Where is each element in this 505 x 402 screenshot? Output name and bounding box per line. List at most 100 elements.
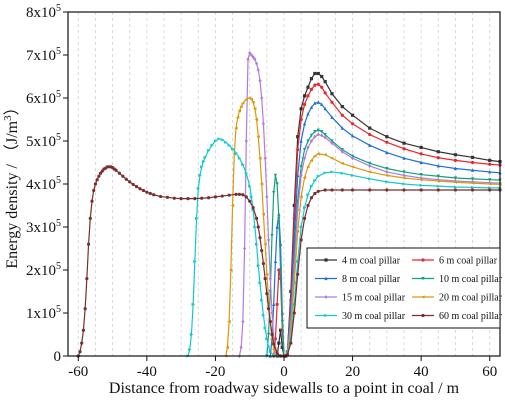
data-point [306,165,310,169]
data-point [309,133,314,138]
data-point [316,189,320,193]
data-point [340,161,344,165]
data-point [368,132,372,137]
x-axis-title: Distance from roadway sidewalls to a poi… [109,380,460,397]
data-point [350,122,355,126]
y-axis-title-end: ） [3,99,21,115]
data-point [313,178,317,183]
data-point [470,181,475,185]
data-point [265,292,269,296]
data-point [299,173,303,178]
data-point [234,126,238,130]
data-point [323,91,327,95]
data-point [316,132,320,137]
data-point [263,277,267,281]
data-point [313,191,317,196]
data-point [368,177,372,181]
data-point [350,133,355,138]
series-6 [223,96,502,358]
data-point [453,176,458,180]
data-point [260,298,264,302]
y-tick-label: 8x105 [26,3,61,21]
data-point [384,173,389,177]
data-point [299,225,304,229]
data-point [488,178,492,182]
data-point [152,193,156,197]
data-point [145,190,149,194]
data-point [179,197,183,201]
data-point [320,102,324,107]
data-point [241,193,245,197]
data-point [296,173,300,177]
data-point [302,156,307,161]
x-tick-label: 40 [414,364,429,380]
data-point [309,139,314,143]
data-point [258,156,262,160]
data-point [244,139,248,143]
data-point [253,57,257,62]
data-point [271,347,276,352]
data-point [320,129,324,134]
data-point [453,185,458,189]
data-point [78,350,82,354]
data-point [419,183,424,187]
data-point [323,188,327,192]
data-point [488,169,492,174]
data-point [330,141,334,146]
data-point [93,182,98,186]
data-point [313,83,317,87]
data-point [158,194,163,199]
y-tick-label: 1x105 [26,304,61,322]
data-point [296,135,300,139]
data-point [470,160,475,165]
data-point [114,168,118,172]
data-point [402,147,406,151]
data-point [213,139,218,143]
data-point [330,156,334,160]
data-point [237,192,242,196]
data-point [306,139,310,143]
data-point [234,192,238,196]
data-point [268,276,272,281]
data-point [198,173,202,177]
data-point [296,272,300,276]
data-point [220,194,224,198]
data-point [230,147,235,151]
data-point [306,193,310,197]
data-point [260,96,264,100]
data-point [268,350,273,354]
data-point [299,117,303,122]
data-point [323,135,327,140]
data-point [100,169,104,173]
data-point [97,174,101,178]
data-point [227,143,232,147]
data-point [402,173,406,178]
legend-item: 4 m coal pillar [315,256,401,267]
data-point [296,148,300,152]
data-point [385,188,389,192]
data-point [330,115,334,119]
data-point [227,193,231,197]
legend-item: 8 m coal pillar [315,274,401,285]
data-point [266,332,271,337]
data-point [210,143,214,147]
data-point [263,326,268,330]
data-point [421,258,425,262]
data-point [488,188,492,192]
data-point [436,184,441,188]
data-point [254,117,259,122]
legend-item: 30 m coal pillar [315,311,406,322]
data-point [296,259,300,263]
data-point [323,171,328,175]
data-point [350,188,355,192]
data-point [193,259,197,263]
data-point [90,199,94,203]
data-point [248,184,252,188]
data-point [368,126,372,130]
data-point [200,196,204,200]
data-point [203,155,208,159]
data-point [330,100,334,104]
data-point [228,268,233,272]
data-point [251,100,255,104]
series-8 [76,165,502,358]
